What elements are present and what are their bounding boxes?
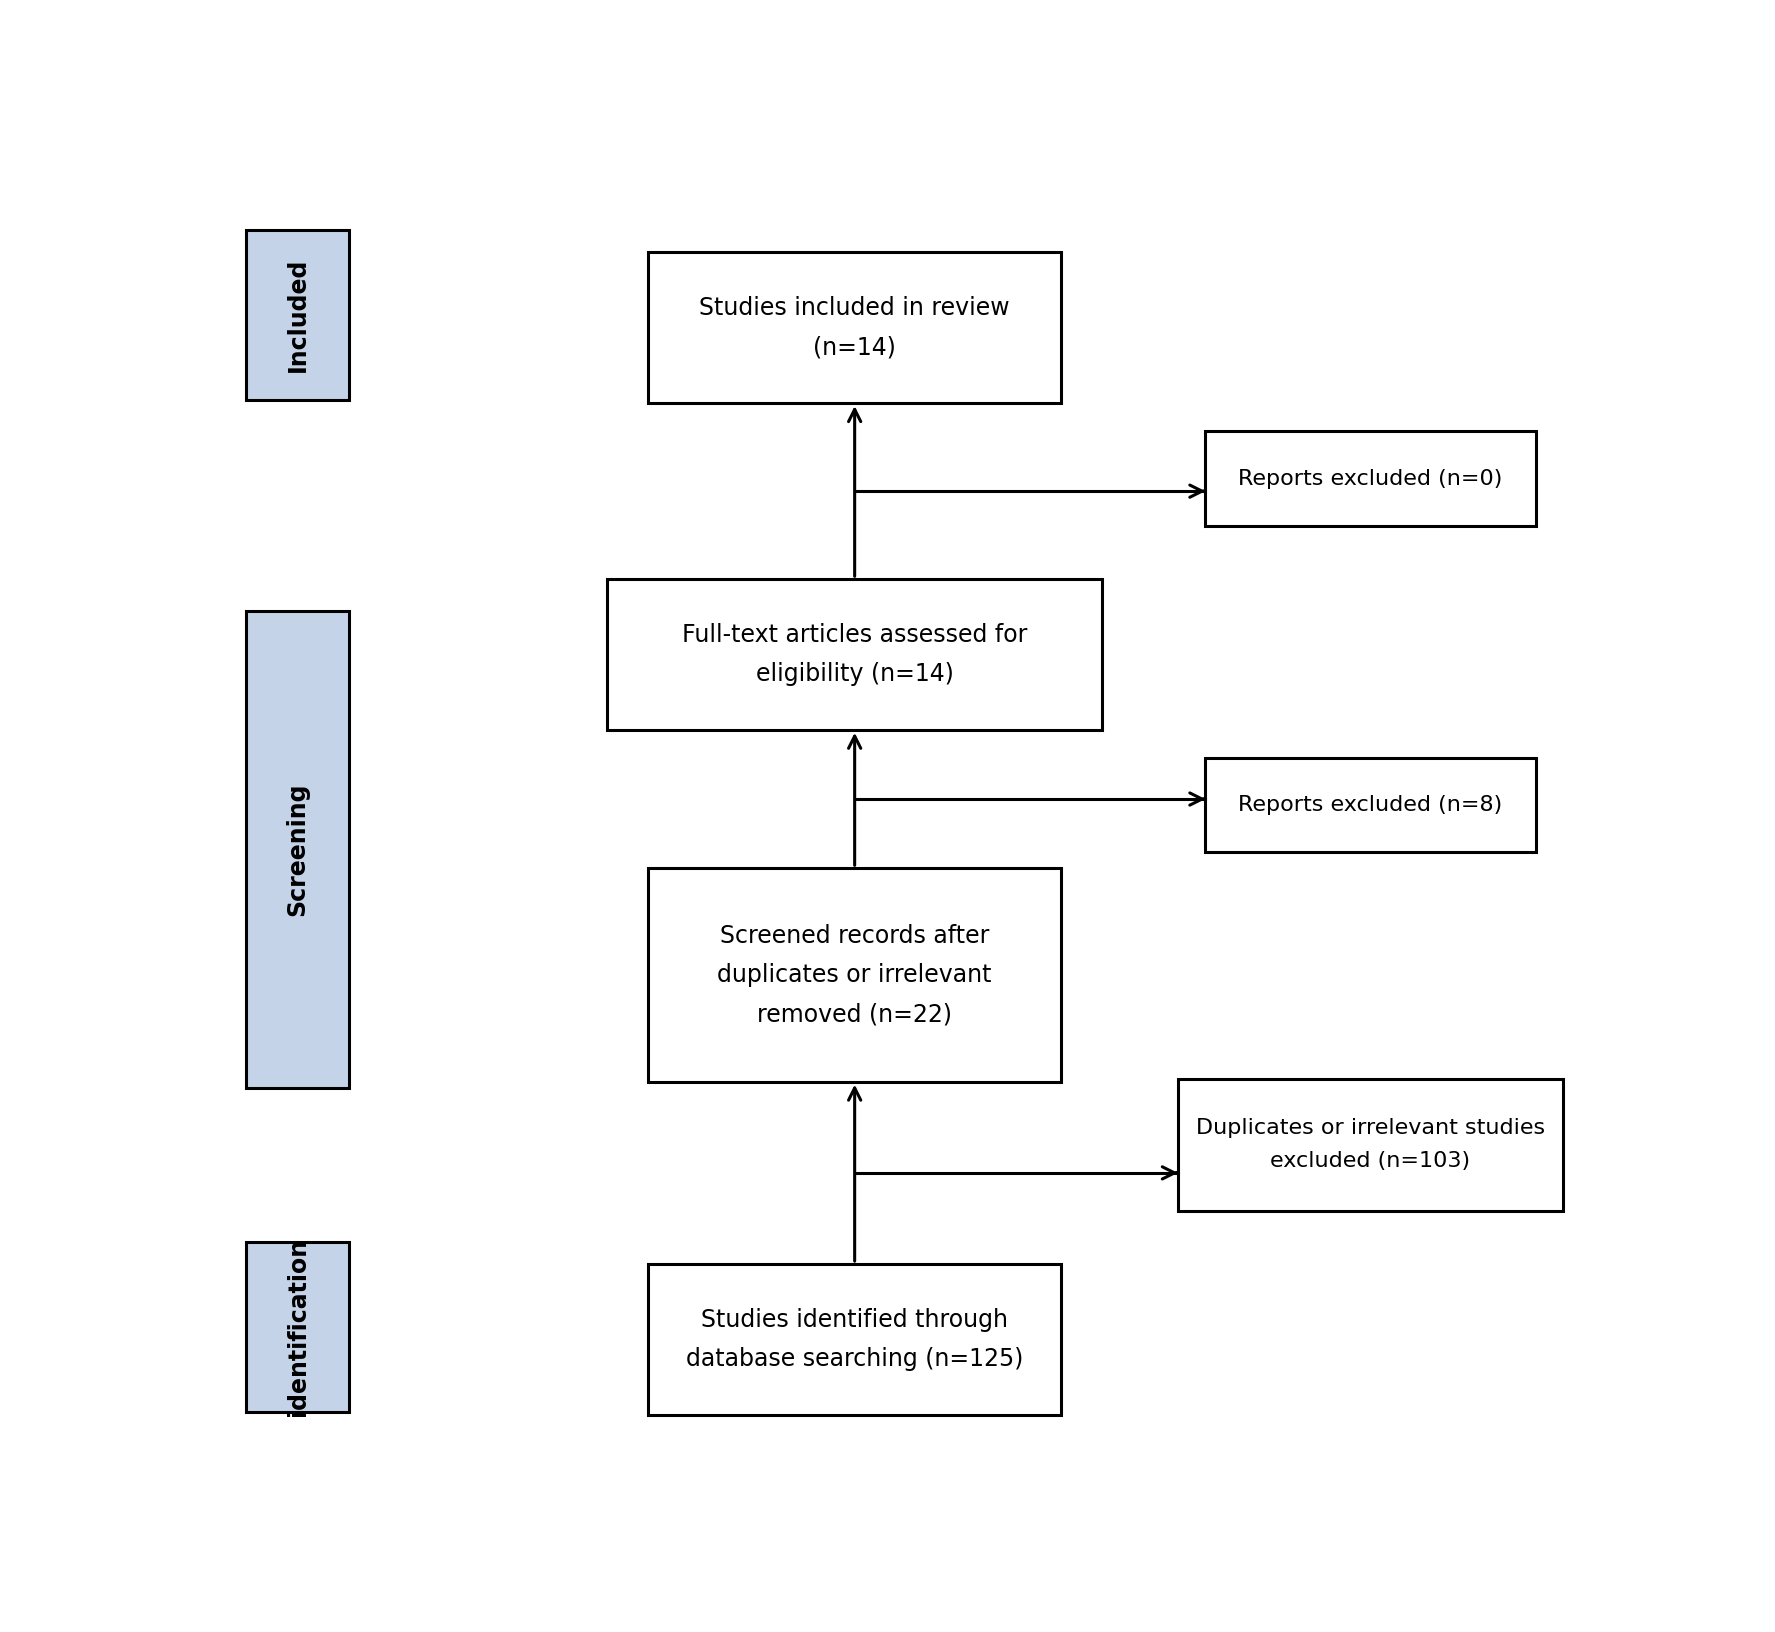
Bar: [1205, 759, 1535, 852]
Bar: [1205, 431, 1535, 526]
Bar: [247, 1242, 350, 1412]
Text: Duplicates or irrelevant studies
excluded (n=103): Duplicates or irrelevant studies exclude…: [1196, 1118, 1544, 1172]
Text: Screening: Screening: [286, 782, 309, 916]
Bar: [247, 230, 350, 400]
Bar: [648, 253, 1061, 403]
Bar: [648, 1263, 1061, 1415]
Text: identification: identification: [286, 1237, 309, 1417]
Text: Reports excluded (n=8): Reports excluded (n=8): [1239, 795, 1503, 816]
Bar: [247, 610, 350, 1089]
Text: Studies included in review
(n=14): Studies included in review (n=14): [699, 295, 1010, 359]
Text: Screened records after
duplicates or irrelevant
removed (n=22): Screened records after duplicates or irr…: [717, 924, 992, 1027]
Text: Full-text articles assessed for
eligibility (n=14): Full-text articles assessed for eligibil…: [682, 623, 1028, 685]
Bar: [648, 868, 1061, 1082]
Text: Included: Included: [286, 258, 309, 372]
Text: Reports excluded (n=0): Reports excluded (n=0): [1239, 468, 1503, 488]
Bar: [607, 579, 1102, 730]
Bar: [1179, 1079, 1564, 1211]
Text: Studies identified through
database searching (n=125): Studies identified through database sear…: [685, 1307, 1024, 1371]
